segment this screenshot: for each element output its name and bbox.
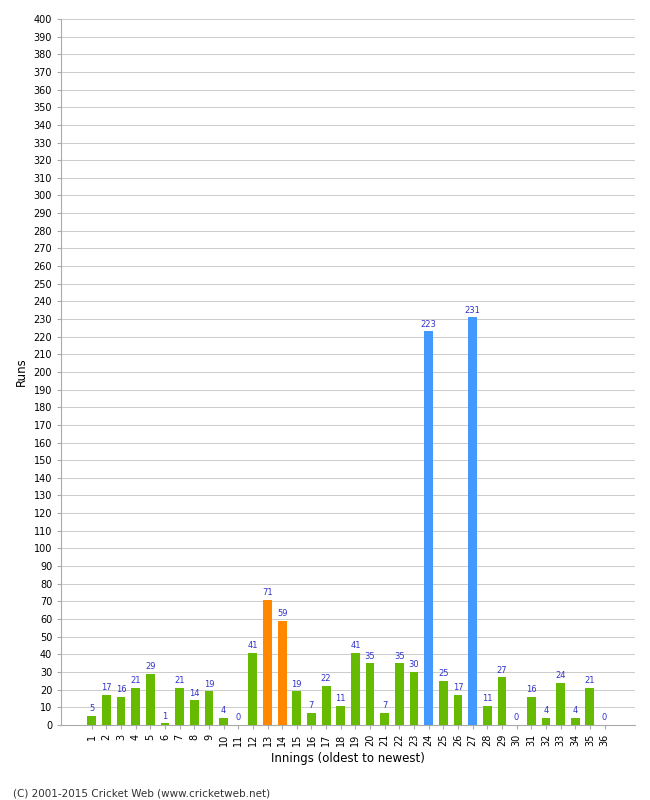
Bar bbox=[439, 681, 448, 725]
Text: 19: 19 bbox=[292, 680, 302, 689]
Text: 11: 11 bbox=[482, 694, 493, 703]
Bar bbox=[176, 688, 184, 725]
Bar bbox=[337, 706, 345, 725]
Bar bbox=[395, 663, 404, 725]
Bar bbox=[586, 688, 594, 725]
Bar bbox=[190, 700, 199, 725]
Text: 21: 21 bbox=[131, 676, 141, 686]
Bar bbox=[541, 718, 551, 725]
Bar bbox=[248, 653, 257, 725]
Bar bbox=[527, 697, 536, 725]
Text: 22: 22 bbox=[321, 674, 332, 683]
Bar bbox=[102, 695, 110, 725]
Y-axis label: Runs: Runs bbox=[15, 358, 28, 386]
Text: 7: 7 bbox=[382, 701, 387, 710]
Text: 11: 11 bbox=[335, 694, 346, 703]
Text: (C) 2001-2015 Cricket Web (www.cricketweb.net): (C) 2001-2015 Cricket Web (www.cricketwe… bbox=[13, 788, 270, 798]
Text: 24: 24 bbox=[555, 671, 566, 680]
Text: 29: 29 bbox=[145, 662, 155, 671]
Bar bbox=[468, 318, 477, 725]
Text: 19: 19 bbox=[203, 680, 214, 689]
Bar bbox=[424, 331, 433, 725]
Text: 25: 25 bbox=[438, 669, 448, 678]
Text: 30: 30 bbox=[409, 660, 419, 670]
Bar bbox=[307, 713, 316, 725]
Text: 223: 223 bbox=[421, 320, 437, 329]
Text: 41: 41 bbox=[248, 641, 258, 650]
Text: 1: 1 bbox=[162, 711, 168, 721]
Text: 4: 4 bbox=[573, 706, 578, 715]
Text: 21: 21 bbox=[174, 676, 185, 686]
Text: 231: 231 bbox=[465, 306, 480, 314]
Bar bbox=[146, 674, 155, 725]
Text: 7: 7 bbox=[309, 701, 314, 710]
X-axis label: Innings (oldest to newest): Innings (oldest to newest) bbox=[271, 752, 425, 765]
Text: 71: 71 bbox=[262, 588, 273, 597]
Text: 4: 4 bbox=[221, 706, 226, 715]
Bar bbox=[497, 678, 506, 725]
Text: 5: 5 bbox=[89, 705, 94, 714]
Text: 0: 0 bbox=[235, 714, 241, 722]
Text: 59: 59 bbox=[277, 609, 287, 618]
Text: 35: 35 bbox=[394, 651, 405, 661]
Text: 0: 0 bbox=[514, 714, 519, 722]
Bar bbox=[322, 686, 330, 725]
Text: 35: 35 bbox=[365, 651, 376, 661]
Bar bbox=[161, 723, 170, 725]
Bar bbox=[116, 697, 125, 725]
Text: 17: 17 bbox=[452, 683, 463, 692]
Text: 16: 16 bbox=[116, 685, 126, 694]
Bar bbox=[292, 691, 301, 725]
Bar bbox=[366, 663, 374, 725]
Text: 27: 27 bbox=[497, 666, 507, 674]
Text: 41: 41 bbox=[350, 641, 361, 650]
Text: 17: 17 bbox=[101, 683, 112, 692]
Text: 16: 16 bbox=[526, 685, 536, 694]
Bar bbox=[380, 713, 389, 725]
Bar bbox=[351, 653, 360, 725]
Text: 21: 21 bbox=[584, 676, 595, 686]
Bar bbox=[263, 600, 272, 725]
Bar bbox=[571, 718, 580, 725]
Bar bbox=[556, 682, 565, 725]
Text: 4: 4 bbox=[543, 706, 549, 715]
Text: 14: 14 bbox=[189, 689, 200, 698]
Bar bbox=[410, 672, 419, 725]
Bar bbox=[131, 688, 140, 725]
Bar bbox=[205, 691, 213, 725]
Bar bbox=[219, 718, 228, 725]
Text: 0: 0 bbox=[602, 714, 607, 722]
Bar bbox=[483, 706, 491, 725]
Bar bbox=[454, 695, 462, 725]
Bar bbox=[87, 716, 96, 725]
Bar bbox=[278, 621, 287, 725]
